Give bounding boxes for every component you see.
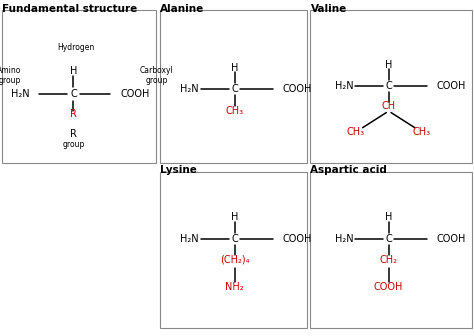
Text: H₂N: H₂N	[181, 84, 199, 94]
Text: Valine: Valine	[310, 4, 346, 14]
Text: NH₂: NH₂	[225, 282, 244, 292]
FancyBboxPatch shape	[2, 10, 156, 163]
Text: C: C	[70, 89, 77, 99]
Text: H: H	[231, 212, 238, 222]
Text: H: H	[385, 212, 392, 222]
Text: COOH: COOH	[436, 81, 465, 91]
FancyBboxPatch shape	[160, 10, 307, 163]
Text: Amino: Amino	[0, 66, 22, 75]
Text: Hydrogen: Hydrogen	[57, 43, 94, 51]
Text: COOH: COOH	[374, 282, 403, 292]
Text: group: group	[62, 140, 85, 149]
Text: H: H	[385, 59, 392, 70]
Text: CH₃: CH₃	[226, 106, 244, 116]
Text: R: R	[70, 109, 77, 119]
Text: C: C	[385, 81, 392, 91]
Text: C: C	[231, 84, 238, 94]
Text: H₂N: H₂N	[181, 234, 199, 244]
Text: CH: CH	[382, 101, 396, 111]
FancyBboxPatch shape	[310, 10, 472, 163]
Text: Fundamental structure: Fundamental structure	[2, 4, 137, 14]
Text: H: H	[70, 66, 77, 76]
Text: H₂N: H₂N	[335, 81, 353, 91]
Text: Aspartic acid: Aspartic acid	[310, 165, 387, 175]
Text: C: C	[231, 234, 238, 244]
Text: C: C	[385, 234, 392, 244]
Text: Carboxyl: Carboxyl	[139, 66, 173, 75]
Text: COOH: COOH	[436, 234, 465, 244]
Text: Alanine: Alanine	[160, 4, 204, 14]
Text: COOH: COOH	[121, 89, 150, 99]
Text: COOH: COOH	[282, 234, 311, 244]
Text: (CH₂)₄: (CH₂)₄	[220, 255, 249, 265]
Text: H: H	[231, 63, 238, 73]
Text: R: R	[70, 129, 77, 139]
Text: H₂N: H₂N	[11, 89, 30, 99]
FancyBboxPatch shape	[160, 172, 307, 328]
Text: CH₃: CH₃	[413, 127, 431, 137]
Text: group: group	[0, 76, 21, 85]
Text: H₂N: H₂N	[335, 234, 353, 244]
FancyBboxPatch shape	[310, 172, 472, 328]
Text: CH₃: CH₃	[346, 127, 365, 137]
Text: COOH: COOH	[282, 84, 311, 94]
Text: group: group	[145, 76, 168, 85]
Text: CH₂: CH₂	[380, 255, 398, 265]
Text: Lysine: Lysine	[160, 165, 197, 175]
